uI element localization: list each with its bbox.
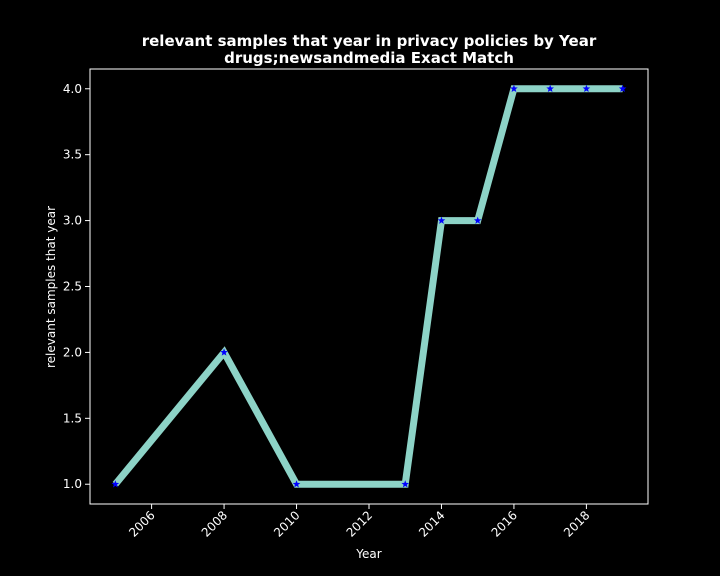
- data-point-marker: [220, 348, 228, 356]
- y-tick-label: 4.0: [63, 82, 82, 96]
- data-point-marker: [618, 84, 627, 93]
- data-point-marker: [437, 216, 446, 224]
- data-point-marker: [292, 480, 301, 488]
- chart-title: relevant samples that year in privacy po…: [142, 32, 597, 50]
- y-tick-label: 2.0: [63, 345, 82, 359]
- data-point-marker: [473, 216, 482, 224]
- data-point-marker: [582, 84, 591, 93]
- data-point-marker: [546, 84, 554, 93]
- y-tick-label: 1.5: [63, 411, 82, 425]
- series-line: [112, 85, 623, 488]
- data-point-marker: [401, 480, 410, 488]
- axes-frame: [89, 68, 649, 505]
- x-axis-label: Year: [355, 547, 381, 561]
- data-point-marker: [510, 84, 518, 93]
- y-tick-label: 2.5: [63, 280, 82, 294]
- chart-subtitle: drugs;newsandmedia Exact Match: [224, 49, 514, 67]
- y-tick-label: 3.0: [63, 214, 82, 228]
- y-tick-label: 3.5: [63, 148, 82, 162]
- data-point-marker: [111, 480, 120, 488]
- y-axis-label: relevant samples that year: [44, 206, 58, 368]
- y-tick-label: 1.0: [63, 477, 82, 491]
